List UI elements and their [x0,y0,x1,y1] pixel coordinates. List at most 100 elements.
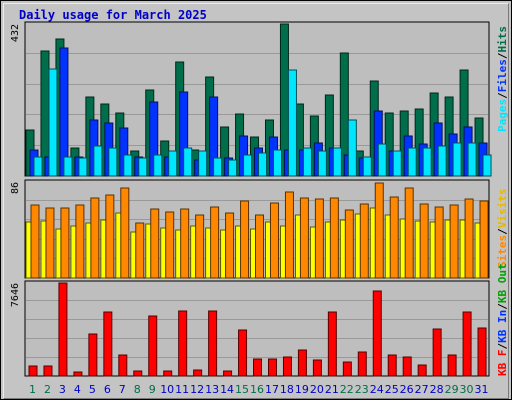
x-tick-label-day-29: 29 [445,383,459,396]
bar-kb-f-day-6 [103,311,113,377]
bar-sites-day-18 [284,191,294,279]
bar-kb-f-day-13 [208,310,218,377]
bar-kb-f-day-2 [43,365,53,377]
bar-pages-day-5 [93,145,103,177]
bar-kb-f-day-19 [297,349,307,377]
panel-hits-files-pages-ymax-label: 432 [10,24,21,42]
bar-sites-day-9 [150,208,160,279]
bar-kb-f-day-28 [432,328,442,377]
bar-sites-day-10 [165,211,175,279]
panel-visits-sites-legend: Sites/Visits [496,189,509,269]
x-tick-label-day-14: 14 [220,383,234,396]
x-tick-label-day-15: 15 [235,383,249,396]
bar-sites-day-7 [120,187,130,279]
bar-pages-day-31 [482,154,492,177]
bar-pages-day-12 [198,150,208,177]
bar-sites-day-2 [45,207,55,279]
bar-sites-day-27 [419,203,429,279]
bar-pages-day-25 [392,150,402,177]
bar-kb-f-day-22 [342,361,352,377]
x-tick-label-day-22: 22 [340,383,354,396]
legend-files: Files [496,59,509,92]
x-tick-label-day-11: 11 [175,383,189,396]
bar-sites-day-11 [180,208,190,279]
bar-kb-f-day-4 [73,371,83,377]
bar-kb-f-day-23 [357,351,367,377]
bar-pages-day-29 [452,142,462,177]
bar-kb-f-day-21 [327,311,337,377]
x-tick-label-day-3: 3 [59,383,66,396]
bar-kb-f-day-9 [148,315,158,377]
bar-pages-day-6 [108,147,118,177]
panel-visits-sites-ymax-label: 86 [10,182,21,194]
bar-pages-day-19 [302,147,312,177]
bar-kb-f-day-7 [118,354,128,377]
bar-sites-day-22 [344,209,354,279]
bar-kb-f-day-27 [417,364,427,377]
legend-kb-out: KB Out [496,263,509,303]
bar-kb-f-day-10 [163,370,173,377]
x-tick-label-day-5: 5 [89,383,96,396]
x-tick-label-day-12: 12 [190,383,204,396]
bar-sites-day-25 [389,196,399,279]
bar-sites-day-31 [479,200,489,279]
bar-pages-day-24 [377,143,387,177]
legend-separator: / [496,343,509,350]
bar-sites-day-19 [299,197,309,279]
bar-kb-f-day-11 [178,310,188,377]
legend-separator: / [496,52,509,59]
bar-sites-day-1 [30,204,40,279]
bar-kb-f-day-18 [282,356,292,377]
x-tick-label-day-30: 30 [460,383,474,396]
x-tick-label-day-8: 8 [134,383,141,396]
bar-kb-f-day-14 [223,370,233,377]
x-tick-label-day-25: 25 [385,383,399,396]
bar-kb-f-day-3 [58,282,68,377]
bar-sites-day-4 [75,204,85,279]
bar-kb-f-day-24 [372,290,382,377]
bar-sites-day-20 [314,198,324,279]
bar-pages-day-14 [228,159,238,177]
bar-kb-f-day-20 [312,359,322,377]
x-tick-label-day-6: 6 [104,383,111,396]
bar-pages-day-23 [362,156,372,177]
x-tick-label-day-24: 24 [370,383,384,396]
bar-pages-day-2 [48,68,58,177]
bar-kb-f-day-25 [387,354,397,377]
bar-pages-day-11 [183,147,193,177]
bar-sites-day-23 [359,203,369,279]
bar-sites-day-3 [60,207,70,279]
x-tick-label-day-26: 26 [400,383,414,396]
bar-sites-day-14 [225,212,235,279]
x-tick-label-day-18: 18 [280,383,294,396]
x-tick-label-day-7: 7 [119,383,126,396]
legend-separator: / [496,92,509,99]
x-tick-label-day-10: 10 [160,383,174,396]
bar-sites-day-15 [240,200,250,279]
bar-pages-day-18 [287,69,297,177]
x-tick-label-day-4: 4 [74,383,81,396]
bar-sites-day-21 [329,197,339,279]
bar-sites-day-13 [210,206,220,279]
bar-kb-f-day-15 [238,329,248,377]
legend-pages: Pages [496,99,509,132]
bar-sites-day-24 [374,182,384,279]
bar-kb-f-day-29 [447,354,457,377]
bar-kb-f-day-31 [477,327,487,377]
x-tick-label-day-20: 20 [310,383,324,396]
bar-kb-f-day-8 [133,370,143,377]
bar-pages-day-17 [272,149,282,177]
bar-pages-day-27 [422,147,432,177]
panel-hits-files-pages-legend: Pages/Files/Hits [496,26,509,132]
x-tick-label-day-2: 2 [44,383,51,396]
bar-sites-day-8 [135,222,145,279]
bar-pages-day-21 [332,147,342,177]
bar-kb-f-day-26 [402,356,412,377]
x-tick-label-day-16: 16 [250,383,264,396]
bar-pages-day-4 [78,157,88,177]
bar-pages-day-28 [437,145,447,177]
legend-hits: Hits [496,26,509,53]
legend-visits: Visits [496,189,509,229]
legend-separator: / [496,228,509,235]
x-tick-label-day-21: 21 [325,383,339,396]
